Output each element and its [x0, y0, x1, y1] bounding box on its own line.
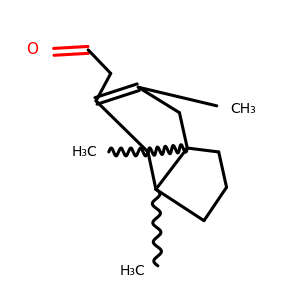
Text: H₃C: H₃C [71, 145, 97, 159]
Text: H₃C: H₃C [119, 264, 145, 278]
Text: O: O [26, 42, 38, 57]
Text: CH₃: CH₃ [230, 102, 256, 116]
